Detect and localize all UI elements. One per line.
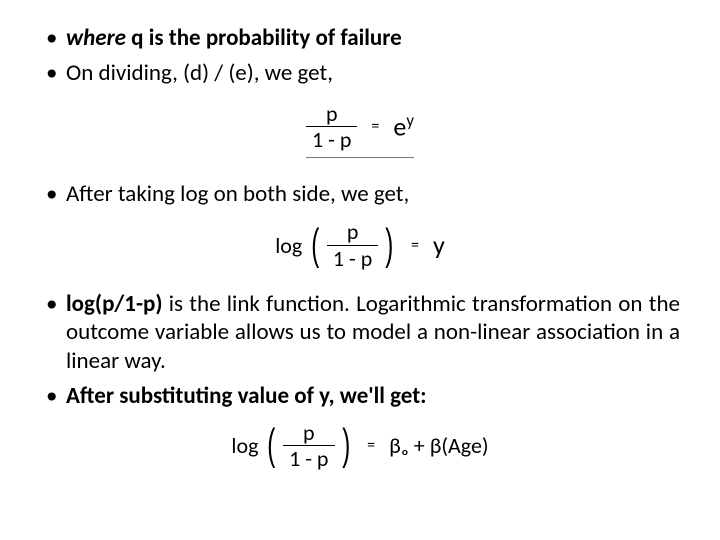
equation-1-rhs-sup: y: [406, 110, 414, 131]
equation-3-rhs: βₒ + β(Age): [389, 432, 488, 459]
bullet-where-rest: q is the probability of failure: [126, 24, 402, 52]
slide-root: where q is the probability of failure On…: [0, 0, 720, 540]
equation-2-log: log: [275, 232, 302, 259]
bullet-where-prefix: where: [66, 24, 126, 52]
equation-2-row: log ( p 1 - p ) = y: [40, 220, 680, 269]
equation-3-log: log: [231, 432, 258, 459]
bullet-on-dividing: On dividing, (d) / (e), we get,: [40, 59, 680, 88]
bullet-list-top: where q is the probability of failure On…: [40, 24, 680, 88]
equation-3-lparen: (: [268, 425, 276, 465]
equation-3: log ( p 1 - p ) = βₒ + β(Age): [40, 421, 680, 470]
equation-2-rhs: y: [433, 229, 445, 261]
bullet-link-lead: log(p/1-p): [66, 290, 163, 318]
bullet-link-function: log(p/1-p) is the link function. Logarit…: [40, 290, 680, 376]
equation-2-den: 1 - p: [327, 247, 378, 270]
equation-1-fraction: p 1 - p: [306, 102, 357, 151]
equation-2-num: p: [341, 220, 365, 243]
equation-3-den: 1 - p: [283, 447, 334, 470]
equation-1-rhs-base: e: [393, 110, 406, 142]
equation-3-equals: =: [367, 436, 375, 455]
equation-1: p 1 - p = ey: [40, 102, 680, 158]
equation-1-equals: =: [371, 117, 379, 136]
equation-3-rparen: ): [342, 425, 350, 465]
bullet-after-log: After taking log on both side, we get,: [40, 180, 680, 209]
equation-1-row: p 1 - p = ey: [40, 102, 680, 158]
equation-2: log ( p 1 - p ) = y: [40, 220, 680, 269]
equation-1-num: p: [320, 102, 344, 125]
bullet-after-substituting-text: After substituting value of y, we'll get…: [66, 382, 427, 410]
bullet-list-bottom: log(p/1-p) is the link function. Logarit…: [40, 290, 680, 411]
equation-3-fraction: p 1 - p: [283, 421, 334, 470]
equation-1-rhs: ey: [393, 110, 414, 143]
bullet-link-mid: is the link function.: [163, 290, 357, 318]
bullet-after-substituting: After substituting value of y, we'll get…: [40, 382, 680, 411]
equation-2-rparen: ): [386, 225, 394, 265]
bullet-list-mid: After taking log on both side, we get,: [40, 180, 680, 209]
equation-2-equals: =: [411, 236, 419, 255]
equation-2-lparen: (: [312, 225, 320, 265]
bullet-where-q: where q is the probability of failure: [40, 24, 680, 53]
equation-3-row: log ( p 1 - p ) = βₒ + β(Age): [40, 421, 680, 470]
equation-2-fraction: p 1 - p: [327, 220, 378, 269]
equation-1-underline: p 1 - p = ey: [306, 102, 414, 158]
equation-1-den: 1 - p: [306, 128, 357, 151]
equation-3-num: p: [297, 421, 321, 444]
